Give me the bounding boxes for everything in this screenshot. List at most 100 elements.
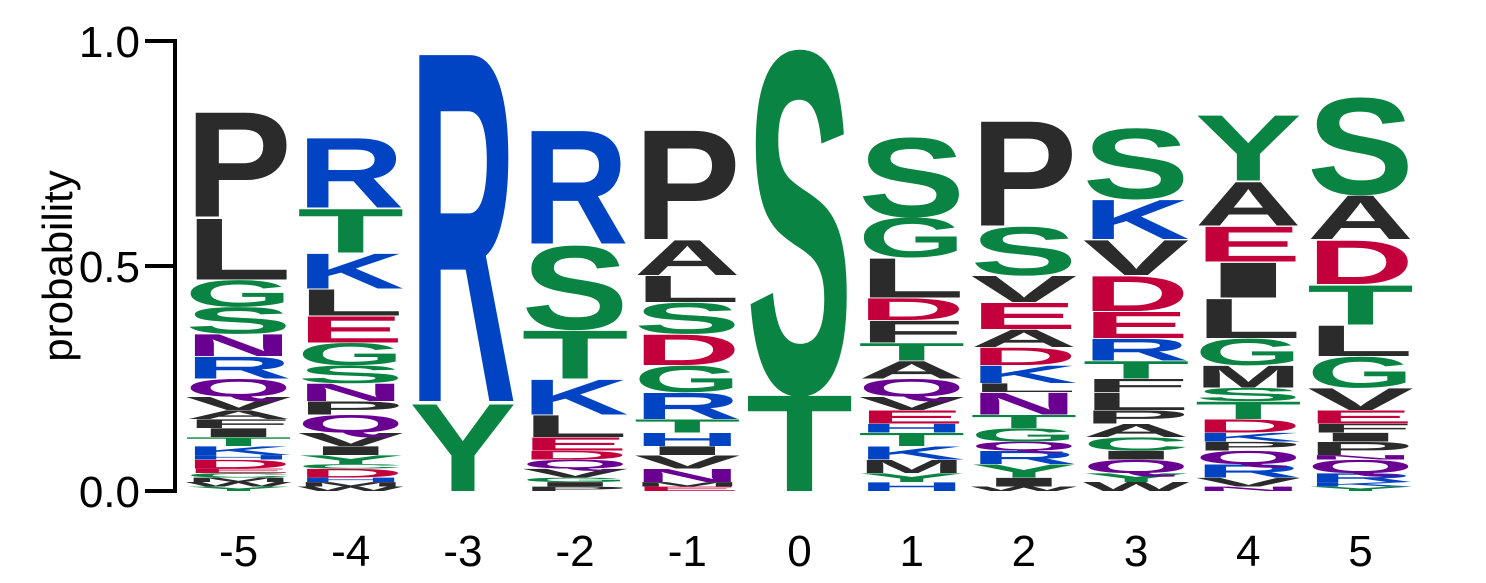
logo-letter-F-pos-5: F <box>185 417 292 431</box>
x-tick-label-3: 3 <box>1124 527 1148 576</box>
logo-letter-T-pos-5: T <box>185 435 292 449</box>
logo-letter-D-pos1: D <box>858 292 965 327</box>
logo-letter-T-pos-2: T <box>522 316 629 393</box>
logo-letter-A-pos1: A <box>858 356 965 384</box>
logo-letter-T-pos-1: T <box>634 416 741 437</box>
y-tick-label-top: 1.0 <box>79 18 140 67</box>
logo-letter-S-pos-4: S <box>297 360 404 388</box>
logo-letter-C-pos-4: C <box>297 463 404 470</box>
x-tick-label-1: 1 <box>899 527 923 576</box>
logo-stacks: YWMCEDHKTIFAVQRNSGLPWMHDCYIVQPNSGELKTRYR… <box>185 0 1414 521</box>
x-tick-label--5: -5 <box>219 527 258 576</box>
logo-letter-I-pos-5: I <box>185 426 292 440</box>
logo-letter-T-pos1: T <box>858 429 965 450</box>
logo-letter-M-pos-4: M <box>297 481 404 488</box>
logo-letter-A-pos4: A <box>1195 169 1302 239</box>
x-tick-label--2: -2 <box>556 527 595 576</box>
logo-letter-N-pos-1: N <box>634 465 741 486</box>
logo-letter-D-pos-1: D <box>634 326 741 375</box>
logo-letter-A-pos-1: A <box>634 230 741 286</box>
logo-letter-G-pos2: G <box>970 424 1077 445</box>
logo-letter-P-pos2: P <box>970 89 1077 258</box>
logo-letter-T-pos1: T <box>858 338 965 366</box>
logo-letter-A-pos5: A <box>1307 183 1414 253</box>
logo-letter-S-pos4: S <box>1195 384 1302 405</box>
logo-letter-N-pos4: N <box>1195 485 1302 492</box>
logo-letter-C-pos-5: C <box>185 472 292 479</box>
logo-letter-T-pos3: T <box>1083 356 1190 384</box>
logo-letter-E-pos2: E <box>970 295 1077 337</box>
logo-letter-K-pos4: K <box>1195 430 1302 444</box>
logo-letter-N-pos-4: N <box>297 378 404 406</box>
logo-letter-D-pos-5: D <box>185 457 292 471</box>
logo-letter-L-pos1: L <box>858 246 965 309</box>
logo-letter-Y-pos-3: Y <box>409 378 516 518</box>
logo-letter-F-pos5: F <box>1307 421 1414 435</box>
logo-letter-E-pos4: E <box>1195 216 1302 272</box>
logo-letter-I-pos3: I <box>1083 448 1190 462</box>
logo-letter-H-pos1: H <box>858 480 965 494</box>
logo-letter-M-pos1: M <box>858 456 965 477</box>
x-tick-label--1: -1 <box>668 527 707 576</box>
logo-letter-E-pos-5: E <box>185 467 292 474</box>
logo-letter-K-pos-2: K <box>522 370 629 426</box>
logo-letter-V-pos-5: V <box>185 393 292 414</box>
logo-letter-L-pos4: L <box>1195 287 1302 350</box>
logo-letter-G-pos4: G <box>1195 331 1302 373</box>
logo-letter-V-pos-4: V <box>297 429 404 450</box>
x-tick-label-5: 5 <box>1348 527 1372 576</box>
logo-letter-F-pos3: F <box>1083 375 1190 396</box>
logo-letter-Y-pos-4: Y <box>297 453 404 467</box>
logo-letter-Q-pos3: Q <box>1083 456 1190 477</box>
logo-letter-F-pos1: F <box>858 314 965 349</box>
logo-letter-V-pos4: V <box>1195 475 1302 489</box>
logo-letter-Q-pos2: Q <box>970 439 1077 453</box>
y-tick-label-mid: 0.5 <box>79 243 140 292</box>
logo-letter-R-pos2: R <box>970 447 1077 468</box>
position-stack--3: YR <box>409 0 516 518</box>
logo-letter-V-pos-2: V <box>522 466 629 480</box>
logo-letter-K-pos-5: K <box>185 444 292 458</box>
logo-letter-S-pos5: S <box>1307 68 1414 223</box>
logo-letter-Q-pos-2: Q <box>522 457 629 471</box>
logo-letter-D-pos-4: D <box>297 466 404 480</box>
logo-letter-C-pos3: C <box>1083 434 1190 455</box>
logo-letter-P-pos-2: P <box>522 485 629 492</box>
logo-letter-A-pos3: A <box>1083 420 1190 441</box>
logo-letter-R-pos4: R <box>1195 461 1302 482</box>
y-axis-title: probability <box>34 170 81 361</box>
logo-letter-W-pos-5: W <box>185 481 292 488</box>
x-tick-label-2: 2 <box>1012 527 1036 576</box>
logo-letter-K-pos5: K <box>1307 481 1414 488</box>
logo-letter-Y-pos-5: Y <box>185 485 292 492</box>
position-stack-0: TS <box>746 0 853 521</box>
x-tick-label-0: 0 <box>787 527 811 576</box>
logo-letter-E-pos-1: E <box>634 485 741 492</box>
logo-letter-V-pos-1: V <box>634 452 741 473</box>
logo-letter-S-pos-5: S <box>185 300 292 342</box>
logo-letter-T-pos0: T <box>746 367 853 521</box>
logo-letter-S-pos-1: S <box>634 294 741 343</box>
logo-letter-N-pos-5: N <box>185 328 292 363</box>
logo-letter-V-pos1: V <box>858 393 965 414</box>
x-tick-label--3: -3 <box>443 527 482 576</box>
y-tick-label-bottom: 0.0 <box>79 468 140 517</box>
logo-letter-D-pos-2: D <box>522 448 629 462</box>
logo-letter-T-pos2: T <box>970 411 1077 432</box>
logo-letter-P-pos3: P <box>1083 407 1190 428</box>
logo-letter-W-pos-4: W <box>298 485 405 492</box>
x-tick-label--4: -4 <box>331 527 370 576</box>
logo-letter-W-pos2: W <box>971 485 1078 492</box>
logo-letter-L-pos-2: L <box>522 409 629 444</box>
logo-letter-L-pos-4: L <box>297 281 404 323</box>
logo-letter-G-pos-5: G <box>185 273 292 315</box>
logo-letter-Q-pos-5: Q <box>185 374 292 402</box>
logo-letter-D-pos5: D <box>1307 228 1414 298</box>
logo-letter-S-pos1: S <box>858 115 965 241</box>
logo-letter-R-pos-4: R <box>297 116 404 229</box>
